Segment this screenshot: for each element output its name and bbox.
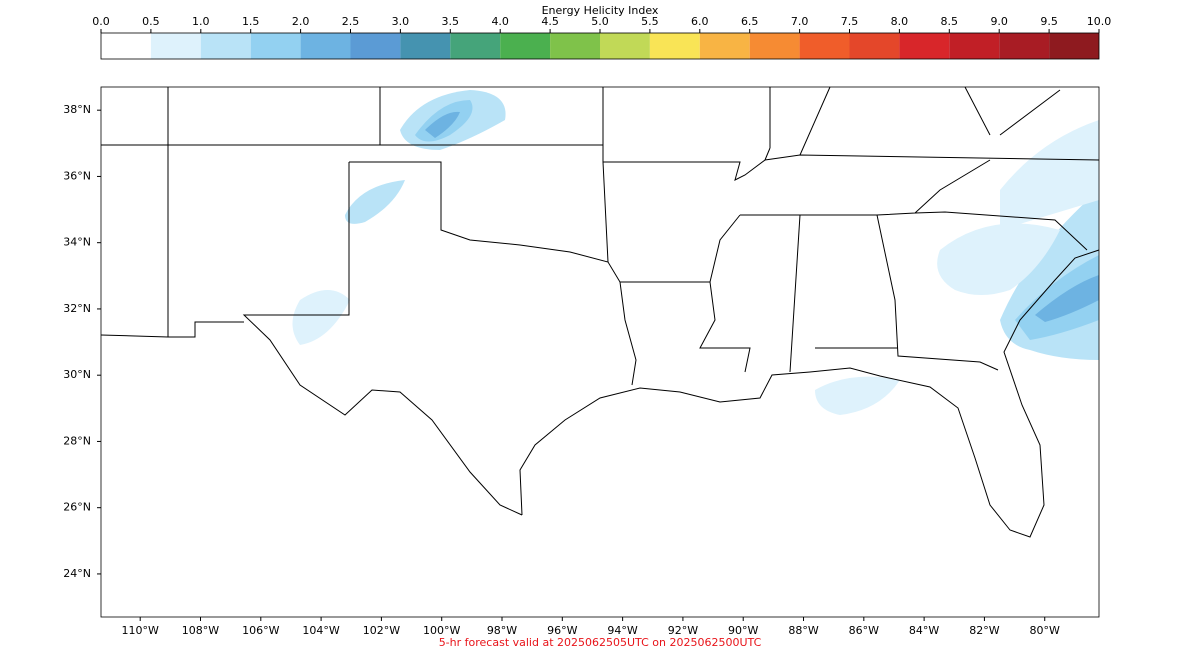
colorbar-tick-label: 10.0 — [1087, 15, 1112, 28]
lon-tick-label: 82°W — [969, 624, 999, 637]
colorbar-tick-label: 6.5 — [741, 15, 759, 28]
colorbar-bin — [749, 33, 800, 59]
colorbar-bin — [899, 33, 950, 59]
colorbar-frame — [100, 32, 1100, 60]
colorbar-bin — [999, 33, 1050, 59]
colorbar-bin — [250, 33, 301, 59]
colorbar-tick-label: 5.5 — [641, 15, 659, 28]
colorbar-tick-label: 2.5 — [342, 15, 360, 28]
lon-tick-label: 96°W — [547, 624, 577, 637]
colorbar-bin — [300, 33, 351, 59]
eta-fields — [292, 90, 1099, 415]
lat-tick-label: 38°N — [63, 103, 91, 116]
colorbar-bin — [1049, 33, 1099, 59]
colorbar-tick-label: 9.0 — [990, 15, 1008, 28]
lon-tick-label: 110°W — [122, 624, 159, 637]
colorbar-bin — [849, 33, 900, 59]
colorbar-bin — [550, 33, 600, 59]
lat-tick-label: 28°N — [63, 434, 91, 447]
colorbar-tick-label: 5.0 — [591, 15, 609, 28]
lon-tick-label: 86°W — [849, 624, 879, 637]
colorbar-bin — [949, 33, 1000, 59]
lon-tick-label: 88°W — [788, 624, 818, 637]
colorbar-tick-label: 1.5 — [242, 15, 260, 28]
colorbar-tick-label: 3.5 — [442, 15, 460, 28]
lon-tick-label: 90°W — [728, 624, 758, 637]
colorbar-tick-label: 7.5 — [841, 15, 859, 28]
colorbar-bin — [699, 33, 750, 59]
colorbar-bin — [799, 33, 850, 59]
colorbar-tick-label: 7.0 — [791, 15, 809, 28]
colorbar-bin — [500, 33, 551, 59]
lat-tick-label: 36°N — [63, 169, 91, 182]
lon-tick-label: 98°W — [487, 624, 517, 637]
lat-tick-label: 26°N — [63, 501, 91, 514]
lon-tick-label: 94°W — [607, 624, 637, 637]
colorbar: 0.0 0.5 1.0 1.5 2.0 2.5 3.0 3.5 4.0 4.5 5.0 5.5 6.0 6… — [92, 15, 1111, 59]
footer: 5-hr forecast valid at 2025062505UTC on … — [439, 636, 762, 649]
colorbar-tick-label: 8.0 — [891, 15, 909, 28]
colorbar-title: Energy Helicity Index — [542, 4, 659, 17]
lon-tick-label: 80°W — [1030, 624, 1060, 637]
colorbar-tick-label: 0.0 — [92, 15, 110, 28]
colorbar-tick-label: 8.5 — [941, 15, 959, 28]
lon-tick-label: 106°W — [242, 624, 279, 637]
colorbar-tick-label: 4.5 — [541, 15, 559, 28]
colorbar-bin — [101, 33, 151, 59]
lon-tick-label: 100°W — [423, 624, 460, 637]
colorbar-bin — [350, 33, 401, 59]
colorbar-tick-label: 1.0 — [192, 15, 210, 28]
lat-tick-label: 24°N — [63, 567, 91, 580]
colorbar-bin — [649, 33, 700, 59]
colorbar-tick-label: 9.5 — [1040, 15, 1058, 28]
colorbar-tick-label: 0.5 — [142, 15, 160, 28]
state-boundaries — [100, 86, 1100, 538]
map-frame — [100, 86, 1100, 618]
colorbar-bin — [450, 33, 501, 59]
lon-tick-label: 108°W — [182, 624, 219, 637]
lat-tick-label: 34°N — [63, 236, 91, 249]
colorbar-bin — [200, 33, 251, 59]
colorbar-tick-label: 4.0 — [491, 15, 509, 28]
colorbar-tick-label: 6.0 — [691, 15, 709, 28]
colorbar-tick-label: 2.0 — [292, 15, 310, 28]
lat-tick-label: 32°N — [63, 302, 91, 315]
colorbar-bin — [150, 33, 201, 59]
lon-tick-label: 84°W — [909, 624, 939, 637]
lon-tick-label: 104°W — [302, 624, 339, 637]
map-axes: 38°N 36°N 34°N 32°N 30°N 28°N 26°N 24°N 110°W 108… — [63, 103, 1060, 637]
lat-tick-label: 30°N — [63, 368, 91, 381]
colorbar-tick-label: 3.0 — [392, 15, 410, 28]
colorbar-bin — [600, 33, 650, 59]
colorbar-bin — [400, 33, 451, 59]
lon-tick-label: 102°W — [363, 624, 400, 637]
lon-tick-label: 92°W — [668, 624, 698, 637]
